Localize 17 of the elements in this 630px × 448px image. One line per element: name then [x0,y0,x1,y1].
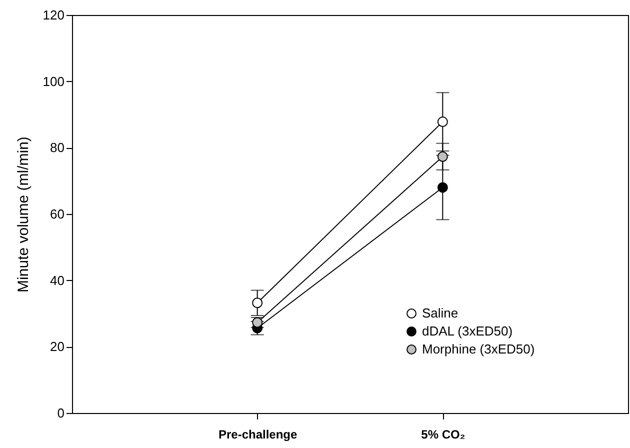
y-tick-label: 0 [57,406,64,420]
legend-label: Saline [422,306,458,320]
point [437,182,448,193]
y-tick-label: 80 [50,140,64,156]
y-tick-label: 120 [42,8,64,22]
y-tick-label: 100 [42,74,64,89]
point [437,151,448,162]
legend-label: Morphine (3xED50) [422,342,535,356]
y-tick-label: 40 [50,272,64,288]
x-tick-label: 5% CO₂ [421,428,466,442]
y-tick-label: 20 [50,339,64,354]
x-tick-label: Pre-challenge [218,428,298,442]
point [252,298,263,308]
legend-label: dDAL (3xED50) [422,324,513,338]
point [437,116,448,128]
y-tick-label: 60 [50,206,64,222]
y-axis-title: Minute volume (ml/min) [14,136,32,292]
